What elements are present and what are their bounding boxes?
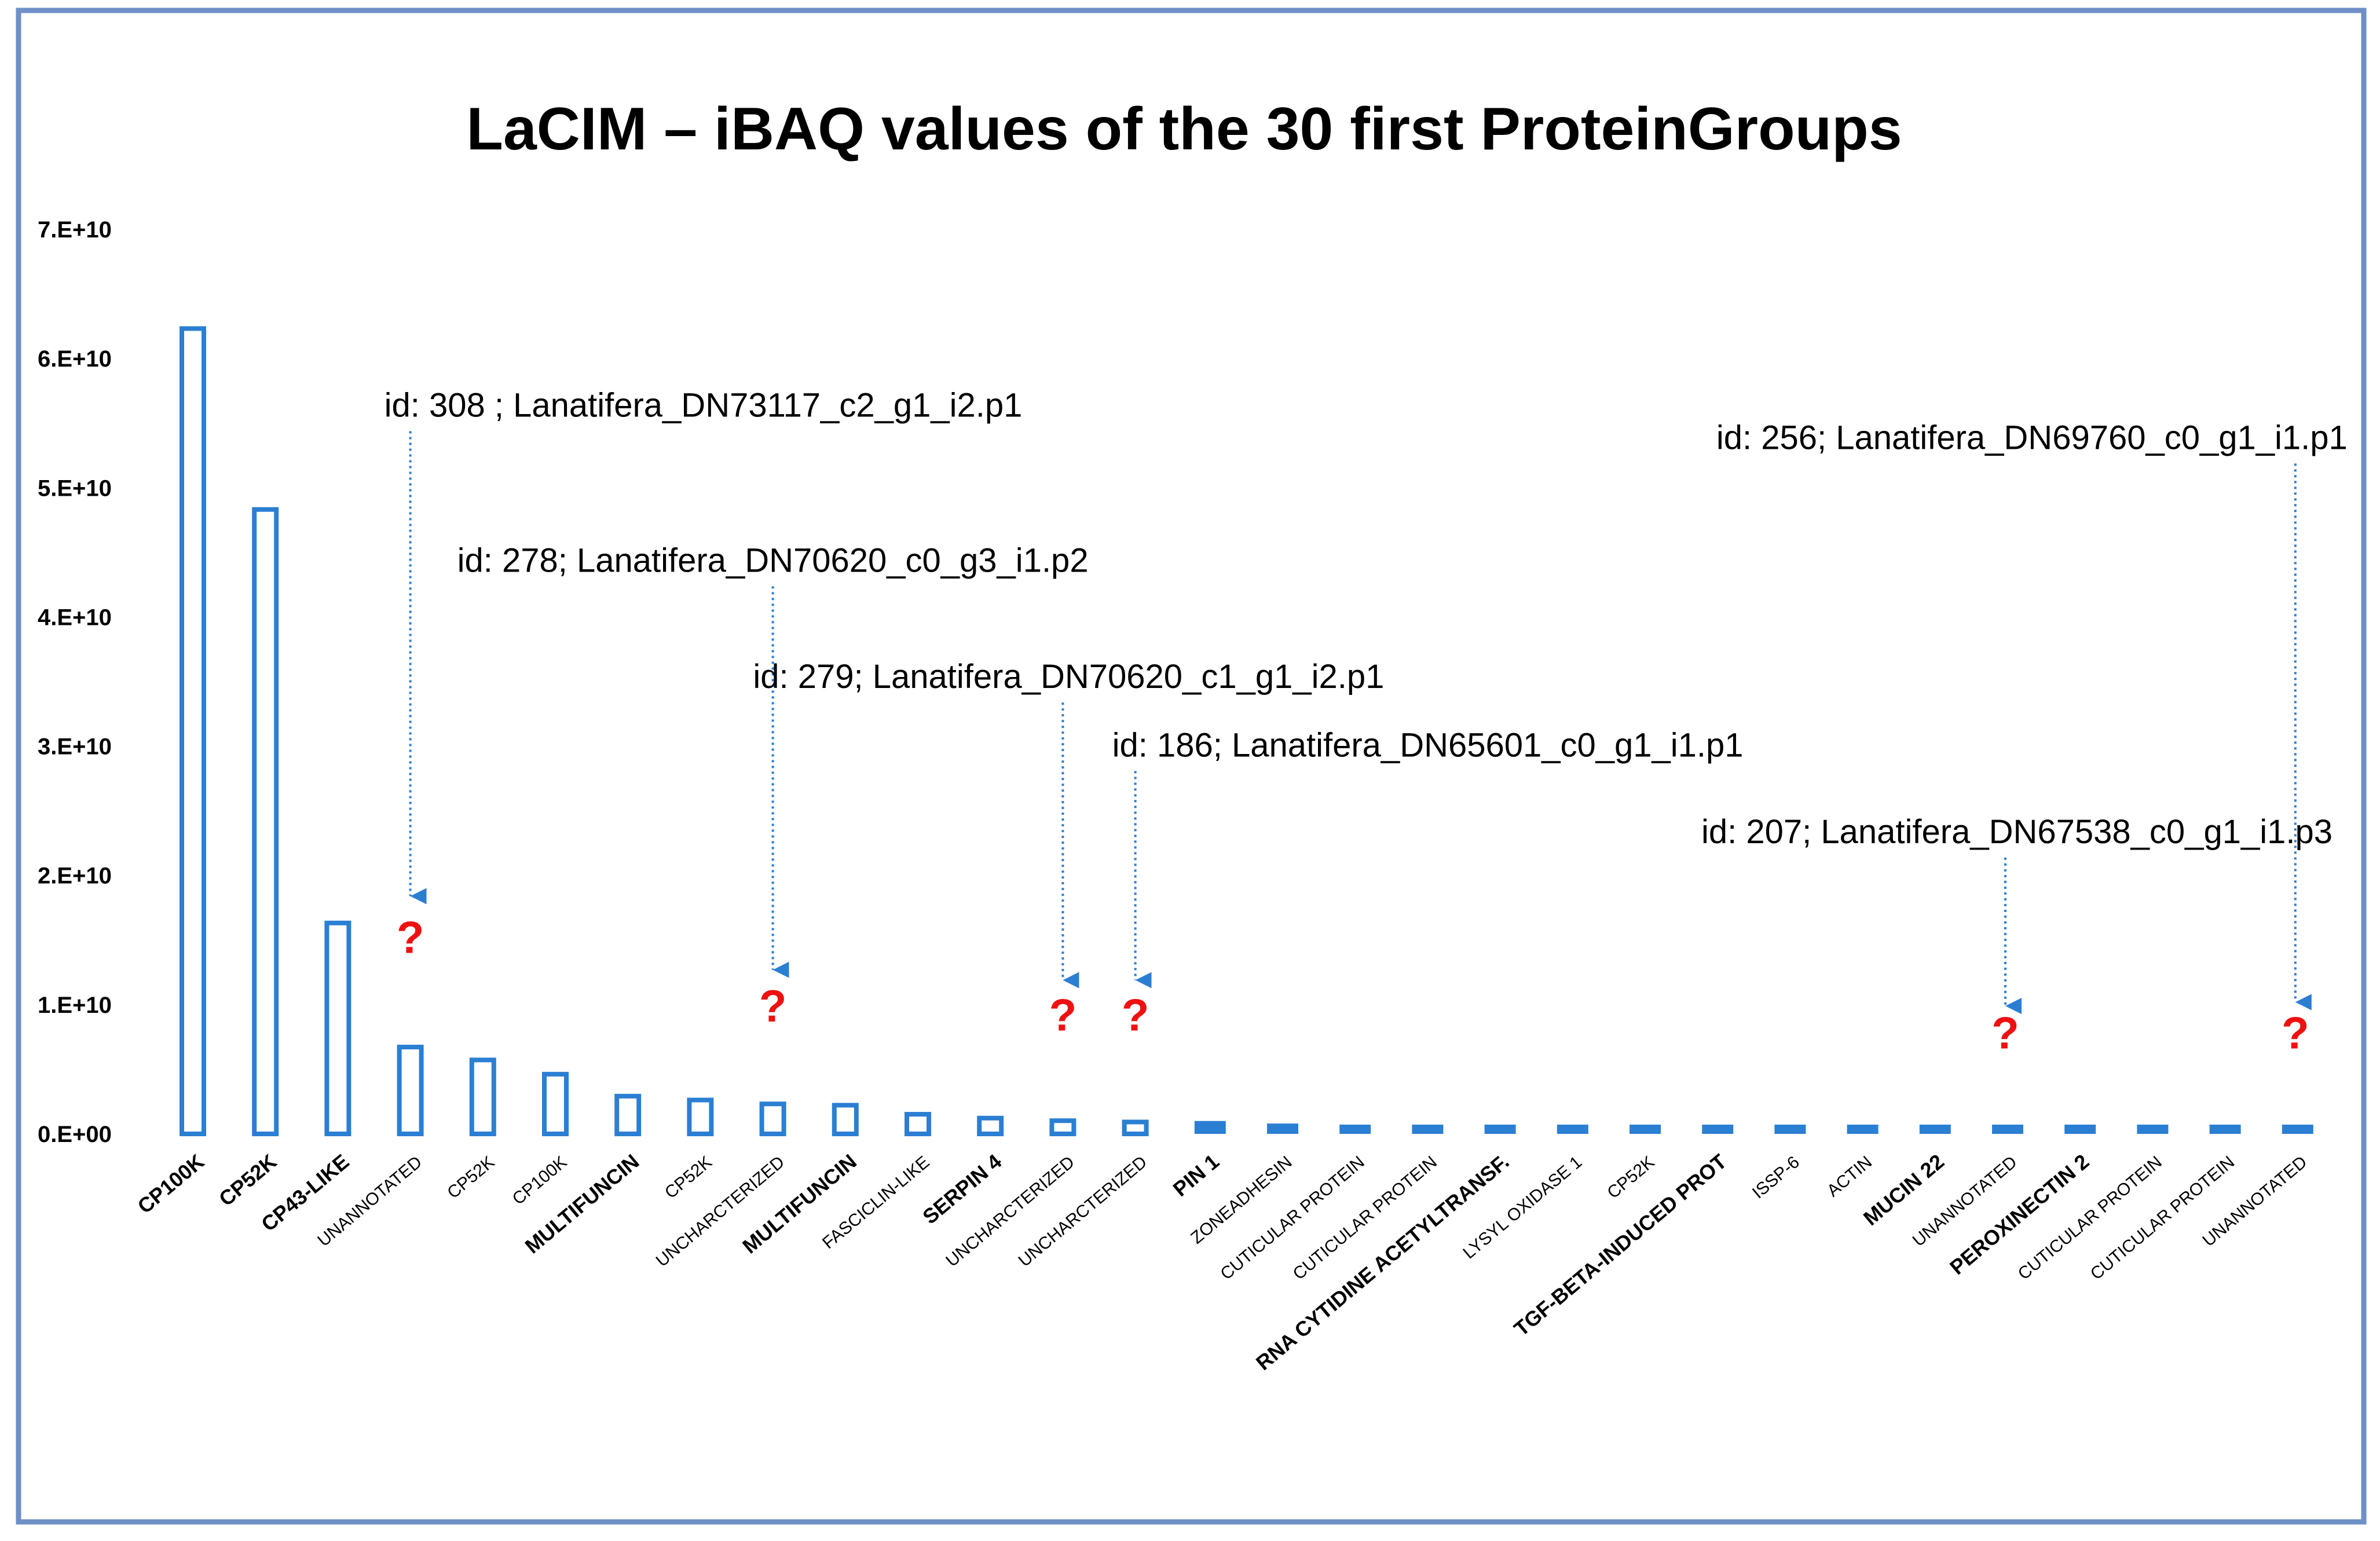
bar — [1267, 1123, 1298, 1134]
y-tick-label: 6.E+10 — [38, 346, 112, 372]
bar — [397, 1045, 424, 1136]
annotation-label: id: 278; Lanatifera_DN70620_c0_g3_i1.p2 — [457, 541, 1089, 579]
y-tick-label: 0.E+00 — [38, 1122, 112, 1147]
y-tick-label: 3.E+10 — [38, 734, 112, 760]
question-mark-icon: ? — [759, 980, 787, 1031]
bar — [1339, 1125, 1371, 1134]
bar — [759, 1101, 786, 1136]
question-mark-icon: ? — [2282, 1008, 2309, 1059]
bar — [1630, 1125, 1661, 1134]
bar — [1992, 1125, 2023, 1134]
bar — [469, 1057, 496, 1136]
bar — [252, 507, 279, 1136]
bar — [1774, 1125, 1806, 1134]
bar — [1049, 1118, 1077, 1137]
bar — [1702, 1125, 1734, 1134]
annotation-label: id: 308 ; Lanatifera_DN73117_c2_g1_i2.p1 — [385, 387, 1023, 424]
bar — [2282, 1125, 2313, 1134]
annotation-label: id: 279; Lanatifera_DN70620_c1_g1_i2.p1 — [753, 658, 1384, 696]
y-tick-label: 2.E+10 — [38, 863, 112, 889]
question-mark-icon: ? — [1991, 1008, 2019, 1059]
bar — [324, 920, 351, 1137]
bar — [977, 1115, 1004, 1137]
bar — [2137, 1125, 2169, 1134]
y-tick-label: 7.E+10 — [38, 217, 112, 243]
bar — [2209, 1125, 2241, 1134]
bar — [2064, 1125, 2096, 1134]
question-mark-icon: ? — [1122, 989, 1149, 1040]
bar — [1484, 1125, 1516, 1134]
bar — [1122, 1119, 1149, 1137]
y-tick-label: 4.E+10 — [38, 605, 112, 630]
chart-title: LaCIM – iBAQ values of the 30 first Prot… — [466, 96, 1902, 163]
question-mark-icon: ? — [1049, 989, 1077, 1040]
bar — [1919, 1125, 1951, 1134]
y-tick-label: 1.E+10 — [38, 993, 112, 1018]
y-tick-label: 5.E+10 — [38, 475, 112, 501]
bar — [180, 326, 206, 1136]
bar — [832, 1103, 859, 1136]
annotation-label: id: 186; Lanatifera_DN65601_c0_g1_i1.p1 — [1112, 726, 1744, 764]
bar — [905, 1112, 931, 1136]
bar — [1847, 1125, 1879, 1134]
bar — [1412, 1125, 1444, 1134]
annotation-label: id: 256; Lanatifera_DN69760_c0_g1_i1.p1 — [1716, 419, 2348, 456]
bar — [542, 1071, 569, 1137]
y-axis: 0.E+00 1.E+10 2.E+10 3.E+10 4.E+10 5.E+10 6.E+… — [38, 217, 112, 1147]
chart-frame — [16, 8, 2367, 1525]
bar — [614, 1093, 642, 1136]
bar — [1557, 1125, 1588, 1134]
annotations: id: 308 ; Lanatifera_DN73117_c2_g1_i2.p1… — [385, 387, 2348, 1059]
question-mark-icon: ? — [397, 912, 424, 963]
bar — [687, 1097, 714, 1137]
bar — [1194, 1121, 1226, 1134]
annotation-label: id: 207; Lanatifera_DN67538_c0_g1_i1.p3 — [1701, 813, 2333, 851]
bars — [180, 326, 2313, 1137]
